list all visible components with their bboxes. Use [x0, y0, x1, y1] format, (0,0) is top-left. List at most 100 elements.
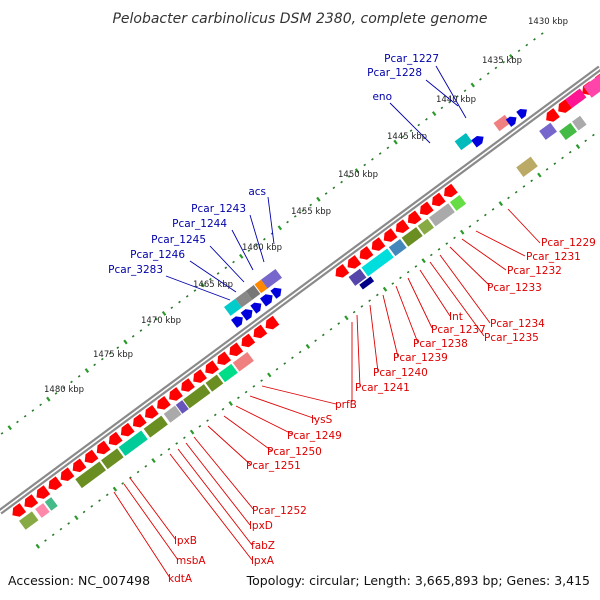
gene-label-kdta[interactable]: kdtA — [168, 573, 193, 585]
gene-label-pcar-1241[interactable]: Pcar_1241 — [355, 382, 410, 394]
gene-feature[interactable] — [493, 114, 511, 132]
gene-label-pcar-1249[interactable]: Pcar_1249 — [287, 430, 342, 442]
gene-label-prfb[interactable]: prfB — [335, 399, 357, 411]
gene-feature[interactable] — [19, 511, 39, 530]
gene-feature[interactable] — [57, 467, 75, 484]
gene-feature[interactable] — [270, 285, 284, 299]
gene-label-pcar-1238[interactable]: Pcar_1238 — [413, 338, 468, 350]
gene-label-lpxa[interactable]: lpxA — [251, 555, 275, 567]
gene-feature[interactable] — [417, 218, 434, 235]
gene-feature[interactable] — [118, 430, 148, 457]
gene-feature[interactable] — [543, 108, 560, 125]
gene-feature[interactable] — [163, 405, 182, 423]
gene-feature[interactable] — [35, 503, 50, 518]
gene-feature[interactable] — [21, 494, 39, 511]
gene-label-pcar-1245[interactable]: Pcar_1245 — [151, 234, 206, 246]
gene-feature[interactable] — [250, 324, 268, 342]
gene-label-lpxd[interactable]: lpxD — [249, 520, 273, 532]
gene-label-int[interactable]: Int — [449, 311, 463, 323]
gene-feature[interactable] — [565, 88, 587, 109]
gene-feature[interactable] — [94, 440, 111, 458]
gene-feature[interactable] — [401, 227, 423, 247]
gene-label-pcar-1250[interactable]: Pcar_1250 — [267, 446, 322, 458]
gene-feature[interactable] — [417, 201, 434, 219]
gene-feature[interactable] — [361, 248, 394, 277]
gene-feature[interactable] — [245, 285, 261, 300]
gene-label-pcar-1227[interactable]: Pcar_1227 — [384, 53, 439, 65]
gene-feature[interactable] — [118, 422, 135, 440]
gene-feature[interactable] — [332, 263, 350, 281]
gene-feature[interactable] — [505, 114, 519, 127]
gene-feature[interactable] — [33, 485, 51, 502]
gene-feature[interactable] — [449, 194, 467, 211]
gene-feature[interactable] — [572, 115, 587, 131]
gene-feature[interactable] — [166, 387, 183, 404]
gene-label-pcar-1246[interactable]: Pcar_1246 — [130, 249, 185, 261]
gene-label-pcar-1243[interactable]: Pcar_1243 — [191, 203, 246, 215]
gene-feature[interactable] — [154, 396, 171, 413]
gene-label-pcar-1235[interactable]: Pcar_1235 — [484, 332, 539, 344]
gene-feature[interactable] — [393, 219, 410, 236]
gene-feature[interactable] — [175, 400, 189, 414]
gene-feature[interactable] — [142, 404, 159, 422]
gene-feature[interactable] — [429, 192, 446, 210]
gene-feature[interactable] — [178, 378, 195, 395]
gene-feature[interactable] — [262, 315, 280, 333]
gene-feature[interactable] — [348, 268, 367, 286]
gene-label-pcar-1244[interactable]: Pcar_1244 — [172, 218, 227, 230]
gene-label-pcar-1252[interactable]: Pcar_1252 — [252, 505, 307, 517]
gene-label-pcar-1237[interactable]: Pcar_1237 — [431, 324, 486, 336]
gene-label-lpxb[interactable]: lpxB — [174, 535, 197, 547]
gene-feature[interactable] — [555, 99, 572, 116]
gene-feature[interactable] — [344, 255, 362, 272]
gene-feature[interactable] — [405, 210, 422, 227]
gene-feature[interactable] — [388, 238, 407, 257]
gene-feature[interactable] — [45, 476, 63, 493]
gene-label-pcar-1239[interactable]: Pcar_1239 — [393, 352, 448, 364]
gene-label-pcar-3283[interactable]: Pcar_3283 — [108, 264, 163, 276]
gene-label-pcar-1229[interactable]: Pcar_1229 — [541, 237, 596, 249]
gene-feature[interactable] — [235, 290, 253, 308]
gene-label-msba[interactable]: msbA — [176, 555, 206, 567]
gene-feature[interactable] — [214, 351, 232, 368]
gene-feature[interactable] — [231, 313, 246, 328]
gene-feature[interactable] — [583, 73, 600, 98]
gene-feature[interactable] — [250, 300, 264, 314]
gene-feature[interactable] — [240, 306, 256, 321]
gene-feature[interactable] — [130, 413, 147, 431]
gene-label-lyss[interactable]: lysS — [311, 414, 333, 426]
gene-label-pcar-1231[interactable]: Pcar_1231 — [526, 251, 581, 263]
gene-label-acs[interactable]: acs — [248, 186, 266, 198]
gene-feature[interactable] — [101, 448, 124, 470]
gene-feature[interactable] — [359, 276, 375, 290]
gene-feature[interactable] — [454, 132, 473, 151]
gene-feature[interactable] — [143, 415, 168, 438]
gene-feature[interactable] — [9, 503, 27, 520]
gene-feature[interactable] — [205, 374, 224, 392]
gene-feature[interactable] — [380, 228, 398, 245]
gene-feature[interactable] — [254, 279, 268, 294]
gene-feature[interactable] — [81, 449, 99, 467]
gene-feature[interactable] — [516, 106, 529, 120]
gene-label-pcar-1240[interactable]: Pcar_1240 — [373, 367, 428, 379]
gene-label-eno[interactable]: eno — [372, 91, 392, 103]
gene-feature[interactable] — [238, 333, 256, 351]
gene-feature[interactable] — [75, 461, 106, 489]
gene-feature[interactable] — [183, 384, 211, 409]
gene-feature[interactable] — [106, 431, 123, 449]
gene-label-pcar-1251[interactable]: Pcar_1251 — [246, 460, 301, 472]
gene-feature[interactable] — [202, 360, 220, 377]
gene-label-pcar-1228[interactable]: Pcar_1228 — [367, 67, 422, 79]
gene-feature[interactable] — [260, 268, 283, 289]
gene-label-pcar-1233[interactable]: Pcar_1233 — [487, 282, 542, 294]
gene-label-pcar-1232[interactable]: Pcar_1232 — [507, 265, 562, 277]
gene-feature[interactable] — [356, 246, 374, 263]
gene-feature[interactable] — [226, 342, 244, 360]
gene-feature[interactable] — [539, 122, 557, 140]
gene-feature[interactable] — [224, 298, 242, 316]
gene-feature[interactable] — [516, 156, 538, 177]
gene-feature[interactable] — [368, 237, 386, 254]
gene-feature[interactable] — [190, 369, 207, 386]
gene-feature[interactable] — [44, 497, 58, 511]
gene-feature[interactable] — [259, 291, 276, 307]
